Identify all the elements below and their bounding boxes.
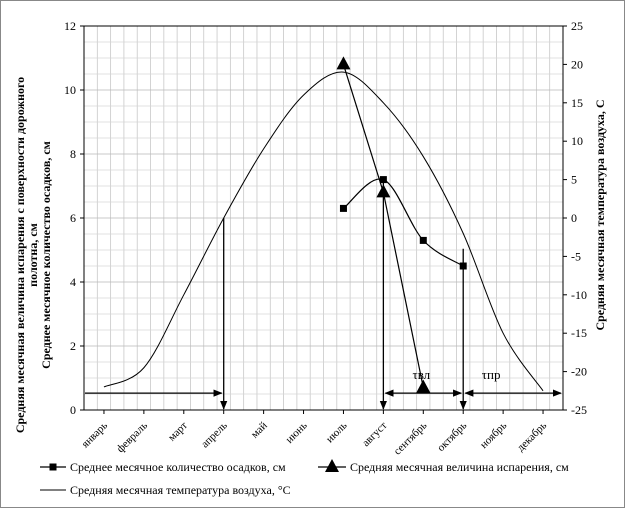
y-left-tick-label: 4 bbox=[70, 275, 76, 289]
y-left-tick-label: 0 bbox=[70, 403, 76, 417]
y-right-title: Средняя месячная температура воздуха, С bbox=[593, 99, 607, 330]
y-right-tick-label: 10 bbox=[571, 134, 583, 148]
y-right-tick-label: 0 bbox=[571, 211, 577, 225]
legend: Среднее месячное количество осадков, см … bbox=[40, 459, 569, 497]
y-right-tick-label: 20 bbox=[571, 57, 583, 71]
y-left-tick-label: 2 bbox=[70, 339, 76, 353]
y-right-tick-label: 15 bbox=[571, 96, 583, 110]
y-right-tick-label: -20 bbox=[571, 365, 587, 379]
legend-label-evap: Средняя месячная величина испарения, см bbox=[350, 460, 569, 474]
legend-marker-triangle-icon bbox=[325, 459, 339, 472]
y-left-tick-label: 6 bbox=[70, 211, 76, 225]
precipitation-line bbox=[343, 178, 464, 267]
y-right-tick-label: 25 bbox=[571, 19, 583, 33]
legend-marker-square-icon bbox=[49, 463, 57, 471]
bracket-label: τпр bbox=[482, 367, 501, 382]
y-left-tick-label: 10 bbox=[64, 83, 76, 97]
annotations-layer: τвл τпр bbox=[85, 179, 562, 410]
y-left-title-line-1: Средняя месячная величина испарения с по… bbox=[13, 77, 27, 433]
y-right-tick-label: -10 bbox=[571, 288, 587, 302]
legend-label-precip: Среднее месячное количество осадков, см bbox=[70, 460, 286, 474]
temperature-line bbox=[103, 71, 544, 392]
legend-label-temp: Средняя месячная температура воздуха, °С bbox=[70, 483, 291, 497]
evaporation-point bbox=[416, 379, 431, 393]
precipitation-point bbox=[339, 204, 347, 212]
y-left-title-line-2: полотна, см bbox=[26, 223, 40, 287]
y-right-tick-label: -25 bbox=[571, 403, 587, 417]
y-right-tick-label: -5 bbox=[571, 249, 581, 263]
y-left-title-line-3: Среднее месячное количество осадков, см bbox=[39, 141, 53, 369]
evaporation-point bbox=[336, 56, 351, 70]
y-left-tick-label: 12 bbox=[64, 19, 76, 33]
y-left-tick-label: 8 bbox=[70, 147, 76, 161]
y-right-tick-label: 5 bbox=[571, 173, 577, 187]
y-right-tick-label: -15 bbox=[571, 326, 587, 340]
precipitation-point bbox=[419, 236, 427, 244]
grid bbox=[84, 26, 563, 410]
bracket-label: τвл bbox=[412, 367, 430, 382]
